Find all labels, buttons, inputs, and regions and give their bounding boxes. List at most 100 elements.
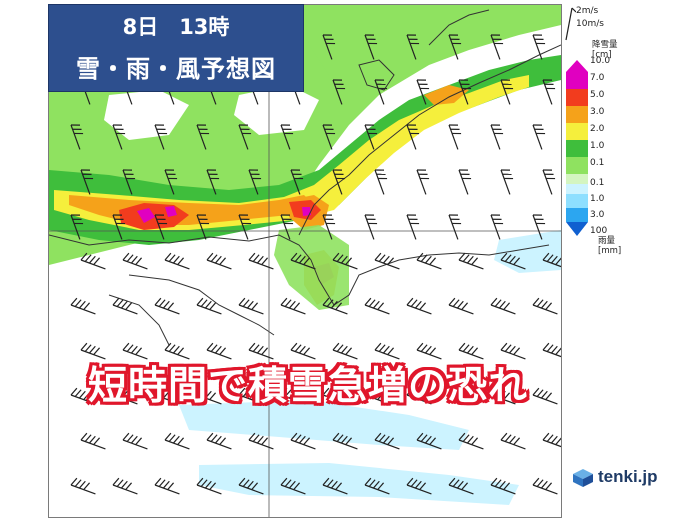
wind-barb (290, 432, 316, 450)
color-scale-bar (566, 60, 588, 236)
wind-barb (542, 169, 556, 195)
wind-barb (122, 432, 148, 450)
brand-logo: tenki.jp (572, 466, 682, 490)
wind-barb (238, 387, 264, 405)
wind-barb (112, 477, 138, 495)
wind-barb (154, 214, 168, 240)
wind-barb (206, 342, 232, 360)
scale-swatch-10 (566, 72, 588, 89)
wind-barb (122, 252, 148, 270)
scale-label-snow-5: 5.0 (590, 90, 605, 100)
coastlines (49, 9, 561, 346)
wind-barb (374, 432, 400, 450)
scale-top-arrow (566, 60, 588, 72)
scale-swatch-1 (566, 157, 588, 174)
wind-barb (238, 124, 252, 150)
wind-barb (532, 214, 546, 240)
title-box: 8日 13時 雪・雨・風予想図 (48, 4, 304, 92)
wind-barb (406, 477, 432, 495)
wind-legend: 2m/s 10m/s (562, 4, 622, 44)
wind-barb (542, 432, 561, 448)
scale-swatch-rain-1 (566, 194, 588, 208)
wind-barb (532, 297, 558, 315)
wind-barb (458, 169, 472, 195)
scale-swatch-5 (566, 106, 588, 123)
snow-core-magenta-2 (165, 206, 177, 217)
scale-label-rain-100: 100 (590, 226, 608, 236)
wind-barb (206, 169, 220, 195)
wind-barb (154, 387, 180, 405)
wind-barb (364, 34, 378, 60)
scale-label-snow-3: 3.0 (590, 107, 605, 117)
wind-barbs (70, 34, 561, 495)
wind-barb (322, 214, 336, 240)
rain-legend-title-unit: [mm] (598, 246, 622, 256)
wind-barb (112, 124, 126, 150)
wind-barb (112, 297, 138, 315)
wind-barb (70, 214, 84, 240)
tenki-cube-icon (573, 469, 593, 487)
wind-barb (448, 477, 474, 495)
wind-barb (80, 169, 94, 195)
rain-area-light-1 (494, 230, 561, 273)
wind-barb (322, 387, 348, 405)
snow-legend-title: 降雪量 [cm] (592, 40, 618, 60)
wind-barb (500, 169, 514, 195)
wind-barb (374, 169, 388, 195)
wind-barb (406, 387, 432, 405)
wind-barb (416, 432, 442, 450)
scale-label-snow-2: 2.0 (590, 124, 605, 134)
wind-barb (332, 169, 346, 195)
wind-barb (542, 342, 561, 358)
snow-core-magenta-1 (137, 208, 155, 223)
wind-barb (196, 297, 222, 315)
wind-barb (416, 79, 430, 105)
wind-barb (238, 297, 264, 315)
wind-barb (322, 297, 348, 315)
wind-barb (322, 477, 348, 495)
wind-barb (112, 387, 138, 405)
wind-barb (406, 34, 420, 60)
wind-barb (238, 214, 252, 240)
wind-barb (374, 79, 388, 105)
scale-label-snow-7: 7.0 (590, 73, 605, 83)
wind-barb (290, 169, 304, 195)
wind-barb (80, 252, 106, 270)
wind-barb (80, 342, 106, 360)
wind-barb (122, 169, 136, 195)
wind-barb (542, 79, 556, 105)
wind-barb (80, 432, 106, 450)
scale-label-rain-1: 1.0 (590, 194, 605, 204)
wind-barb (364, 214, 378, 240)
wind-barb (500, 79, 514, 105)
wind-barb (448, 387, 474, 405)
wind-barb (154, 124, 168, 150)
rain-area-light-2 (179, 400, 469, 450)
wind-barb (458, 252, 484, 270)
wind-barb (70, 297, 96, 315)
wind-barb (500, 342, 526, 360)
wind-barb (448, 297, 474, 315)
wind-label-small: 2m/s (576, 6, 599, 16)
wind-barb (448, 214, 462, 240)
scale-label-snow-1: 1.0 (590, 141, 605, 151)
wind-barb (164, 342, 190, 360)
wind-barb (364, 124, 378, 150)
wind-barb (500, 432, 526, 450)
wind-barb (416, 169, 430, 195)
wind-barb (280, 387, 306, 405)
wind-barb (70, 124, 84, 150)
brand-name: tenki.jp (598, 467, 658, 486)
snow-band-orange-4 (424, 85, 469, 105)
wind-barb (112, 214, 126, 240)
wind-barb (532, 124, 546, 150)
wind-barb (406, 124, 420, 150)
wind-label-large: 10m/s (576, 19, 604, 29)
wind-barb (122, 342, 148, 360)
no-precip-area-1 (104, 90, 189, 140)
wind-barb (248, 342, 274, 360)
wind-barb (322, 124, 336, 150)
forecast-time: 8日 13時 (122, 15, 230, 39)
wind-barb (206, 432, 232, 450)
wind-barb (238, 477, 264, 495)
